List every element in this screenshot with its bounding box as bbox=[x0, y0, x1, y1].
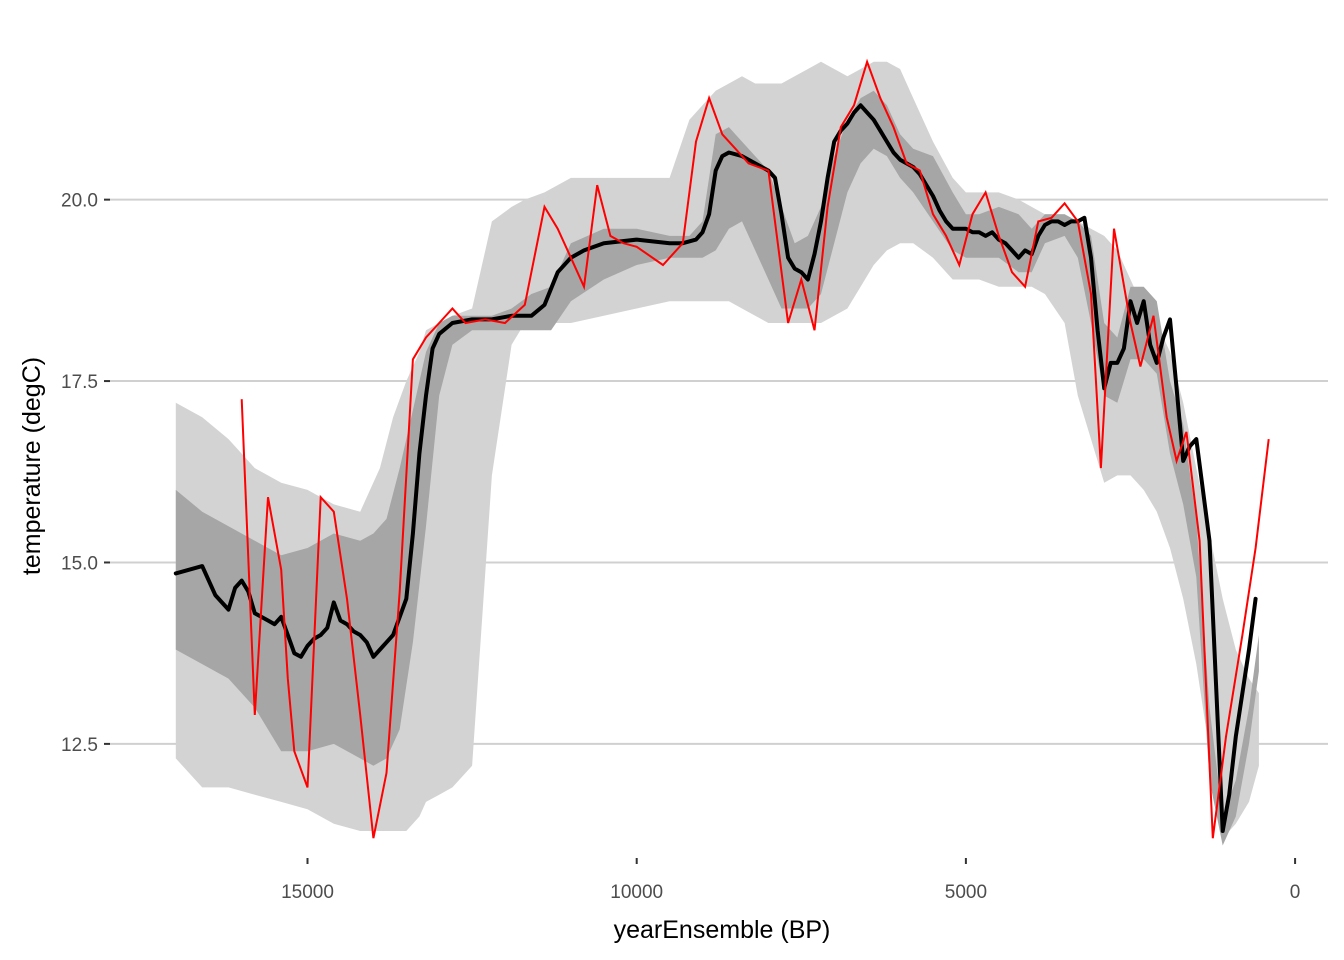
median-series-line bbox=[173, 103, 1258, 833]
y-tick-label: 12.5 bbox=[61, 735, 98, 756]
reconstruction-series-line bbox=[240, 58, 1270, 839]
x-tick-label: 0 bbox=[1290, 882, 1301, 903]
y-axis-title: temperature (degC) bbox=[18, 357, 46, 575]
series-lines bbox=[173, 58, 1270, 839]
x-tick-label: 10000 bbox=[610, 882, 663, 903]
y-tick-label: 15.0 bbox=[61, 553, 98, 574]
y-tick-label: 17.5 bbox=[61, 372, 98, 393]
x-axis-title: yearEnsemble (BP) bbox=[614, 916, 831, 944]
uncertainty-bands bbox=[175, 61, 1259, 846]
x-tick-label: 5000 bbox=[945, 882, 987, 903]
axes: 12.5 15.0 17.5 20.0 15000 10000 5000 0 bbox=[61, 191, 1300, 903]
x-tick-label: 15000 bbox=[281, 882, 334, 903]
y-tick-label: 20.0 bbox=[61, 191, 98, 212]
inner-uncertainty-band bbox=[175, 90, 1259, 846]
